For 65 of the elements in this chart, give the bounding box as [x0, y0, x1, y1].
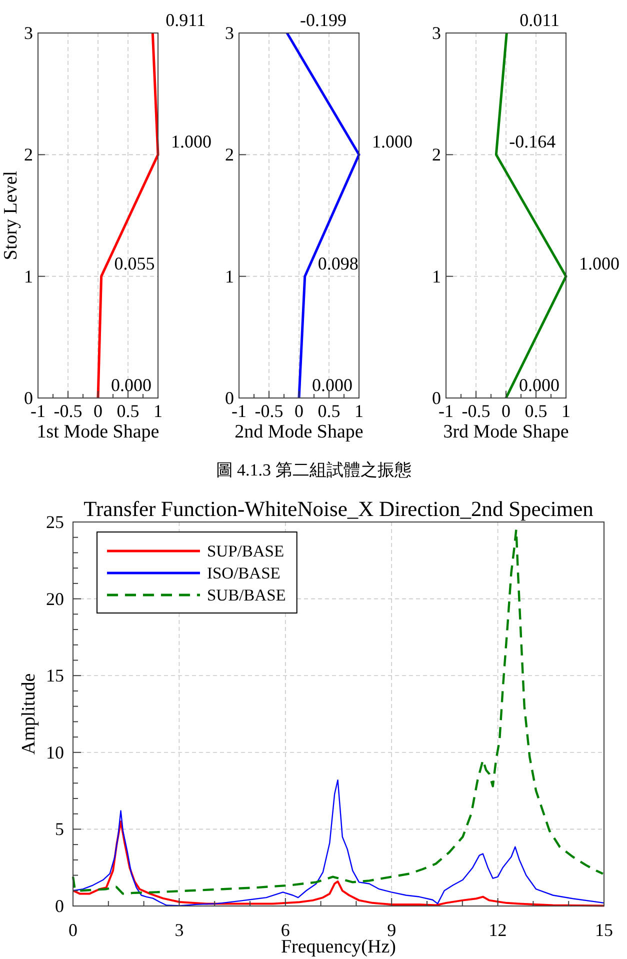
annotation: 0.911: [166, 10, 206, 30]
y-tick-label: 1: [225, 266, 234, 286]
legend-label: SUB/BASE: [207, 586, 286, 604]
y-tick-label: 20: [46, 588, 64, 609]
annotation: 0.055: [114, 253, 155, 274]
annotation: -0.164: [509, 132, 556, 152]
annotation: 1.000: [579, 253, 620, 274]
y-tick-label: 3: [225, 23, 234, 43]
x-axis-title: 3rd Mode Shape: [443, 422, 569, 442]
y-tick-label: 15: [46, 666, 64, 686]
y-tick-label: 2: [432, 144, 441, 165]
x-tick-label: 0: [502, 401, 510, 421]
x-tick-label: 1: [562, 401, 570, 421]
line-series: [494, 32, 568, 400]
y-tick-label: 0: [432, 388, 441, 408]
line-series: [286, 32, 360, 400]
y-tick-label: 0: [225, 388, 234, 408]
y-tick-label: 3: [432, 23, 441, 43]
annotation: -0.199: [300, 10, 347, 30]
x-tick-label: 12: [488, 920, 507, 940]
annotation: 0.000: [312, 375, 352, 395]
x-tick-label: -0.5: [254, 401, 284, 421]
y-tick-label: 5: [55, 819, 64, 840]
legend-item: SUB/BASE: [107, 586, 286, 604]
x-tick-label: 0: [94, 401, 102, 421]
y-axis-title: Story Level: [0, 170, 22, 260]
annotation: 0.000: [519, 375, 560, 395]
x-tick-label: 15: [595, 920, 613, 940]
y-tick-label: 0: [55, 896, 64, 916]
legend-item: ISO/BASE: [107, 564, 280, 582]
y-tick-label: 2: [24, 144, 33, 165]
caption: 圖 4.1.3 第二組試體之振態: [216, 460, 412, 480]
x-tick-label: 0: [294, 401, 304, 421]
y-tick-label: 1: [432, 266, 441, 286]
y-tick-label: 2: [225, 144, 234, 165]
x-axis-title: 2nd Mode Shape: [234, 422, 364, 442]
y-tick-label: 25: [46, 512, 64, 532]
x-tick-label: -1: [232, 401, 246, 421]
x-tick-label: 0.5: [116, 401, 140, 421]
x-tick-label: 0.5: [524, 401, 548, 421]
chart-title: Transfer Function-WhiteNoise_X Direction_2nd Specimen: [84, 497, 594, 521]
x-axis-title: 1st Mode Shape: [36, 422, 160, 442]
annotation: 1.000: [171, 132, 212, 152]
x-tick-label: -1: [438, 401, 454, 421]
x-tick-label: 1: [154, 401, 162, 421]
annotation: 0.011: [520, 10, 560, 30]
x-tick-label: -0.5: [462, 401, 490, 421]
annotation: 1.000: [372, 132, 412, 152]
y-tick-label: 10: [46, 742, 64, 762]
annotation: 0.000: [111, 375, 152, 395]
y-tick-label: 1: [24, 266, 33, 286]
legend-label: ISO/BASE: [207, 564, 280, 582]
x-tick-label: -1: [30, 401, 46, 421]
y-axis-title: Amplitude: [18, 673, 40, 755]
y-tick-label: 0: [24, 388, 33, 408]
x-tick-label: 1: [354, 401, 364, 421]
y-tick-label: 3: [24, 23, 33, 43]
x-tick-label: 3: [174, 920, 184, 940]
annotation: 0.098: [318, 253, 358, 274]
x-tick-label: 0: [68, 920, 78, 940]
x-tick-label: -0.5: [54, 401, 82, 421]
legend-item: SUP/BASE: [107, 542, 284, 560]
line-series: [96, 32, 160, 400]
legend-label: SUP/BASE: [207, 542, 284, 560]
x-tick-label: 0.5: [318, 401, 340, 421]
